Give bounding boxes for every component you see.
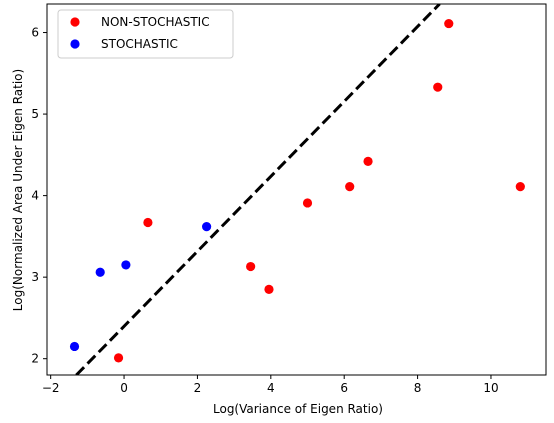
- data-point: [69, 341, 80, 352]
- x-tick-label: −2: [42, 381, 60, 395]
- data-point: [444, 18, 454, 29]
- data-point: [264, 284, 274, 294]
- data-point: [246, 261, 256, 272]
- y-tick-label: 6: [31, 26, 39, 40]
- plot-frame: [46, 3, 547, 376]
- y-tick-label: 2: [31, 352, 39, 366]
- data-point: [433, 82, 443, 92]
- legend-marker: [70, 17, 80, 27]
- x-tick-label: 4: [267, 381, 275, 395]
- x-axis-label: Log(Variance of Eigen Ratio): [213, 402, 383, 416]
- plot-area: [69, 4, 525, 375]
- series-stochastic: [69, 222, 212, 352]
- data-point: [302, 198, 313, 208]
- data-point: [143, 217, 153, 228]
- legend: NON-STOCHASTIC STOCHASTIC: [57, 9, 234, 59]
- data-point: [121, 260, 131, 270]
- y-tick-label: 3: [31, 270, 39, 284]
- x-tick-label: 6: [340, 381, 348, 395]
- y-tick-label: 5: [31, 107, 39, 121]
- legend-box: [57, 9, 234, 59]
- data-point: [113, 353, 124, 363]
- series-non-stochastic: [113, 18, 525, 363]
- x-tick-label: 2: [194, 381, 202, 395]
- plot-layer: [69, 4, 525, 375]
- legend-label: STOCHASTIC: [101, 37, 178, 51]
- data-point: [515, 182, 525, 192]
- x-tick-label: 8: [414, 381, 422, 395]
- data-point: [363, 156, 373, 166]
- data-point: [345, 182, 355, 192]
- x-tick-label: 10: [483, 381, 498, 395]
- y-tick-label: 4: [31, 189, 39, 203]
- reference-line: [75, 4, 441, 375]
- axis-layer: −2 0 2 4 6 8 10 2 3 4 5 6: [31, 3, 547, 395]
- x-tick-label: 0: [120, 381, 128, 395]
- legend-marker: [70, 39, 80, 49]
- legend-label: NON-STOCHASTIC: [101, 15, 210, 29]
- y-axis-label: Log(Normalized Area Under Eigen Ratio): [11, 69, 25, 311]
- data-point: [95, 267, 105, 277]
- data-point: [202, 222, 212, 232]
